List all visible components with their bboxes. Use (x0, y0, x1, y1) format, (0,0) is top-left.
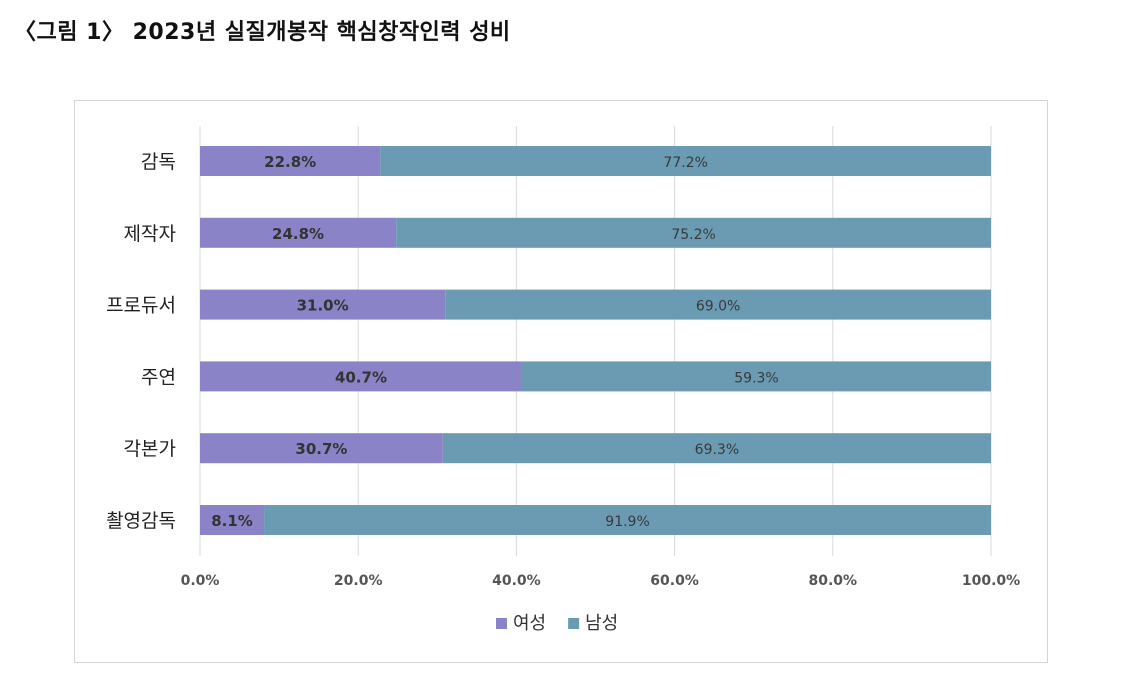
data-label-female: 30.7% (295, 440, 347, 458)
data-label-female: 24.8% (272, 225, 324, 243)
bar-male (445, 289, 992, 320)
data-label-female: 22.8% (264, 153, 316, 171)
figure-title: 〈그림 1〉 2023년 실질개봉작 핵심창작인력 성비 (14, 20, 511, 45)
x-tick-label: 80.0% (809, 573, 858, 589)
category-label: 감독 (141, 151, 176, 173)
x-tick-label: 20.0% (334, 573, 383, 589)
bar-female (200, 505, 265, 535)
data-label-female: 40.7% (335, 368, 387, 386)
x-tick-label: 0.0% (181, 573, 220, 589)
legend-swatch-male (568, 618, 580, 629)
bar-female (200, 289, 446, 320)
data-label-male: 75.2% (671, 227, 715, 243)
category-label: 프로듀서 (106, 295, 176, 317)
x-tick-label: 40.0% (492, 573, 541, 589)
x-tick-label: 60.0% (650, 573, 699, 589)
data-label-male: 59.3% (734, 370, 778, 386)
bar-female (200, 217, 397, 248)
bar-male (264, 505, 991, 535)
legend-label-female: 여성 (513, 613, 546, 634)
bar-female (200, 361, 522, 392)
x-tick-label: 100.0% (962, 573, 1020, 589)
bar-female (200, 433, 443, 464)
bar-male (396, 217, 992, 248)
data-label-female: 31.0% (297, 297, 349, 315)
data-label-male: 77.2% (663, 155, 707, 171)
legend-swatch-female (496, 618, 507, 629)
data-label-male: 69.0% (696, 299, 740, 315)
bar-female (200, 146, 381, 176)
bar-male (380, 146, 991, 176)
category-label: 촬영감독 (106, 510, 176, 532)
category-label: 각본가 (124, 438, 176, 460)
data-label-female: 8.1% (211, 512, 253, 530)
category-label: 주연 (141, 366, 176, 388)
legend-label-male: 남성 (585, 613, 618, 634)
data-label-male: 69.3% (695, 442, 739, 458)
bar-male (442, 433, 991, 464)
bar-male (521, 361, 991, 392)
data-label-male: 91.9% (605, 514, 649, 530)
category-label: 제작자 (124, 223, 176, 245)
